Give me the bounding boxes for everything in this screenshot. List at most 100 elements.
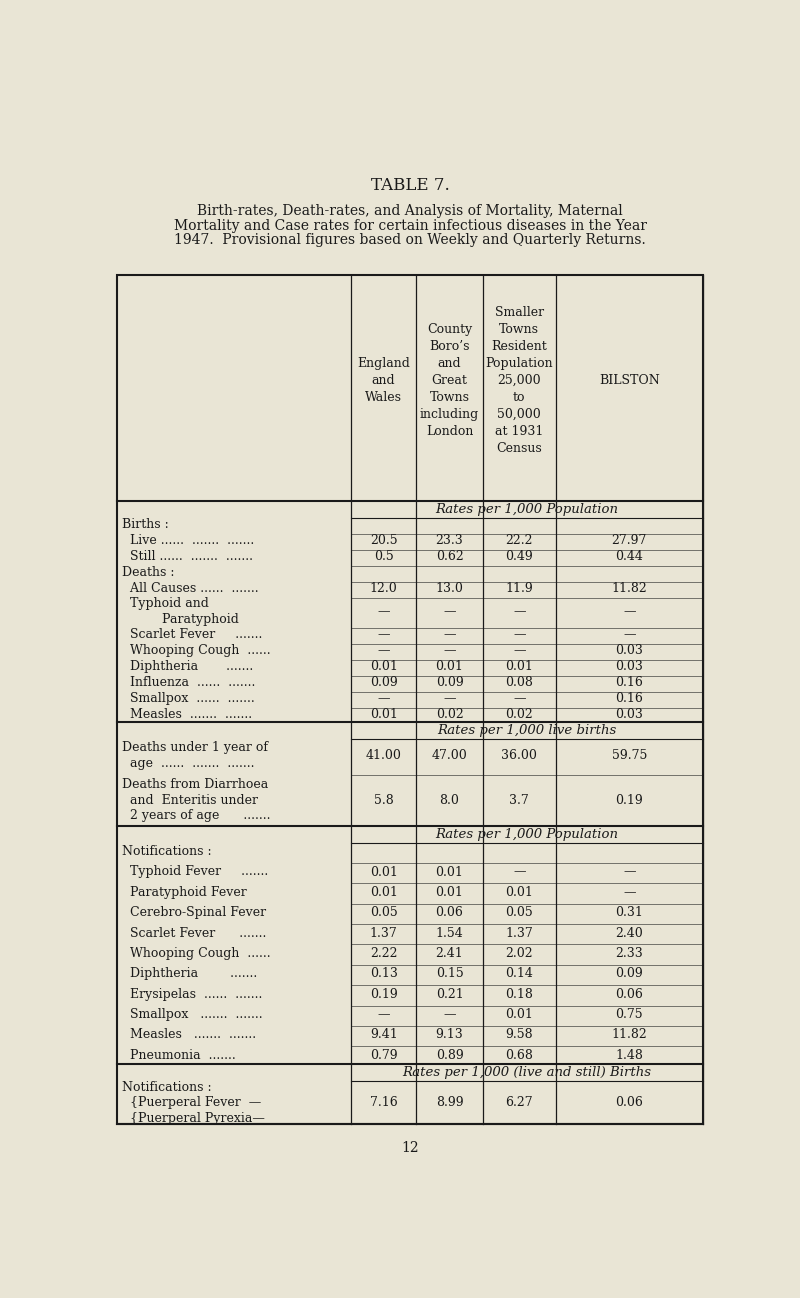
Text: 23.3: 23.3 (436, 533, 463, 546)
Text: —: — (623, 866, 635, 879)
Text: 5.8: 5.8 (374, 794, 394, 807)
Text: Typhoid Fever     .......: Typhoid Fever ....... (122, 866, 268, 879)
Text: 0.18: 0.18 (506, 988, 534, 1001)
Text: England
and
Wales: England and Wales (358, 357, 410, 404)
Text: Scarlet Fever      .......: Scarlet Fever ....... (122, 927, 266, 940)
Text: —: — (513, 605, 526, 618)
Text: 2.40: 2.40 (615, 927, 643, 940)
Text: 0.03: 0.03 (615, 709, 643, 722)
Text: TABLE 7.: TABLE 7. (370, 177, 450, 193)
Text: 41.00: 41.00 (366, 749, 402, 762)
Text: 0.16: 0.16 (615, 692, 643, 705)
Text: 0.01: 0.01 (435, 885, 463, 900)
Text: —: — (443, 1009, 456, 1022)
Text: —: — (378, 1009, 390, 1022)
Text: 0.01: 0.01 (435, 661, 463, 674)
Text: 22.2: 22.2 (506, 533, 533, 546)
Text: —: — (378, 628, 390, 641)
Text: 0.5: 0.5 (374, 550, 394, 563)
Text: 0.16: 0.16 (615, 676, 643, 689)
Text: —: — (443, 692, 456, 705)
Text: Deaths from Diarrhoea
  and  Enteritis under
  2 years of age      .......: Deaths from Diarrhoea and Enteritis unde… (122, 779, 270, 822)
Text: —: — (623, 628, 635, 641)
Text: 0.05: 0.05 (370, 906, 398, 919)
Text: 0.19: 0.19 (370, 988, 398, 1001)
Text: Deaths under 1 year of
  age  ......  .......  .......: Deaths under 1 year of age ...... ......… (122, 741, 268, 770)
Text: 0.89: 0.89 (436, 1049, 463, 1062)
Text: Rates per 1,000 Population: Rates per 1,000 Population (435, 828, 618, 841)
Text: Rates per 1,000 Population: Rates per 1,000 Population (435, 502, 618, 515)
Text: 0.68: 0.68 (506, 1049, 534, 1062)
Text: 3.7: 3.7 (510, 794, 529, 807)
Text: 1.48: 1.48 (615, 1049, 643, 1062)
Text: Mortality and Case rates for certain infectious diseases in the Year: Mortality and Case rates for certain inf… (174, 219, 646, 232)
Text: Measles   .......  .......: Measles ....... ....... (122, 1028, 256, 1041)
Text: —: — (443, 644, 456, 657)
Text: Erysipelas  ......  .......: Erysipelas ...... ....... (122, 988, 262, 1001)
Text: 0.79: 0.79 (370, 1049, 398, 1062)
Text: 1.37: 1.37 (506, 927, 533, 940)
Text: Smallpox  ......  .......: Smallpox ...... ....... (122, 692, 254, 705)
Text: 1947.  Provisional figures based on Weekly and Quarterly Returns.: 1947. Provisional figures based on Weekl… (174, 234, 646, 248)
Text: Typhoid and
          Paratyphoid: Typhoid and Paratyphoid (122, 597, 238, 626)
Text: 0.03: 0.03 (615, 661, 643, 674)
Text: 0.62: 0.62 (436, 550, 463, 563)
Text: Birth-rates, Death-rates, and Analysis of Mortality, Maternal: Birth-rates, Death-rates, and Analysis o… (197, 204, 623, 218)
Text: 11.82: 11.82 (611, 1028, 647, 1041)
Text: Notifications :
  {Puerperal Fever  —
  {Puerperal Pyrexia—: Notifications : {Puerperal Fever — {Puer… (122, 1081, 265, 1125)
Text: 0.02: 0.02 (436, 709, 463, 722)
Text: Rates per 1,000 live births: Rates per 1,000 live births (438, 724, 617, 737)
Text: 0.13: 0.13 (370, 967, 398, 980)
Text: —: — (513, 692, 526, 705)
Text: 7.16: 7.16 (370, 1097, 398, 1110)
Text: 0.01: 0.01 (370, 885, 398, 900)
Text: 11.82: 11.82 (611, 583, 647, 596)
Text: 0.75: 0.75 (615, 1009, 643, 1022)
Text: 0.49: 0.49 (506, 550, 533, 563)
Text: —: — (378, 644, 390, 657)
Text: 2.33: 2.33 (615, 948, 643, 961)
Text: 0.21: 0.21 (436, 988, 463, 1001)
Text: 0.14: 0.14 (506, 967, 534, 980)
Text: Smaller
Towns
Resident
Population
25,000
to
50,000
at 1931
Census: Smaller Towns Resident Population 25,000… (486, 306, 553, 454)
Text: 0.01: 0.01 (506, 885, 534, 900)
Text: 20.5: 20.5 (370, 533, 398, 546)
Text: —: — (513, 866, 526, 879)
Text: 9.58: 9.58 (506, 1028, 533, 1041)
Text: 59.75: 59.75 (612, 749, 647, 762)
Text: 0.01: 0.01 (370, 661, 398, 674)
Text: 8.99: 8.99 (436, 1097, 463, 1110)
Text: Whooping Cough  ......: Whooping Cough ...... (122, 644, 270, 657)
Text: 2.02: 2.02 (506, 948, 533, 961)
Text: —: — (378, 692, 390, 705)
Text: Cerebro-Spinal Fever: Cerebro-Spinal Fever (122, 906, 266, 919)
Text: 6.27: 6.27 (506, 1097, 533, 1110)
Text: 0.01: 0.01 (506, 1009, 534, 1022)
Text: Diphtheria       .......: Diphtheria ....... (122, 661, 253, 674)
Text: —: — (443, 628, 456, 641)
Text: 1.54: 1.54 (436, 927, 463, 940)
Text: Pneumonia  .......: Pneumonia ....... (122, 1049, 235, 1062)
Text: Diphtheria        .......: Diphtheria ....... (122, 967, 257, 980)
Text: 0.02: 0.02 (506, 709, 533, 722)
Text: —: — (623, 885, 635, 900)
Text: 0.31: 0.31 (615, 906, 643, 919)
Text: 0.01: 0.01 (506, 661, 534, 674)
Text: 0.19: 0.19 (615, 794, 643, 807)
Text: 0.06: 0.06 (615, 988, 643, 1001)
Text: Notifications :: Notifications : (122, 845, 211, 858)
Text: —: — (378, 605, 390, 618)
Text: 2.22: 2.22 (370, 948, 398, 961)
Text: —: — (623, 605, 635, 618)
Text: 11.9: 11.9 (506, 583, 533, 596)
Text: Live ......  .......  .......: Live ...... ....... ....... (122, 533, 254, 546)
Text: Smallpox   .......  .......: Smallpox ....... ....... (122, 1009, 262, 1022)
Text: 0.09: 0.09 (615, 967, 643, 980)
Text: Paratyphoid Fever: Paratyphoid Fever (122, 885, 246, 900)
Text: 1.37: 1.37 (370, 927, 398, 940)
Text: Deaths :: Deaths : (122, 566, 174, 579)
Text: All Causes ......  .......: All Causes ...... ....... (122, 583, 258, 596)
Text: 8.0: 8.0 (439, 794, 459, 807)
Text: 13.0: 13.0 (435, 583, 463, 596)
Text: 2.41: 2.41 (436, 948, 463, 961)
